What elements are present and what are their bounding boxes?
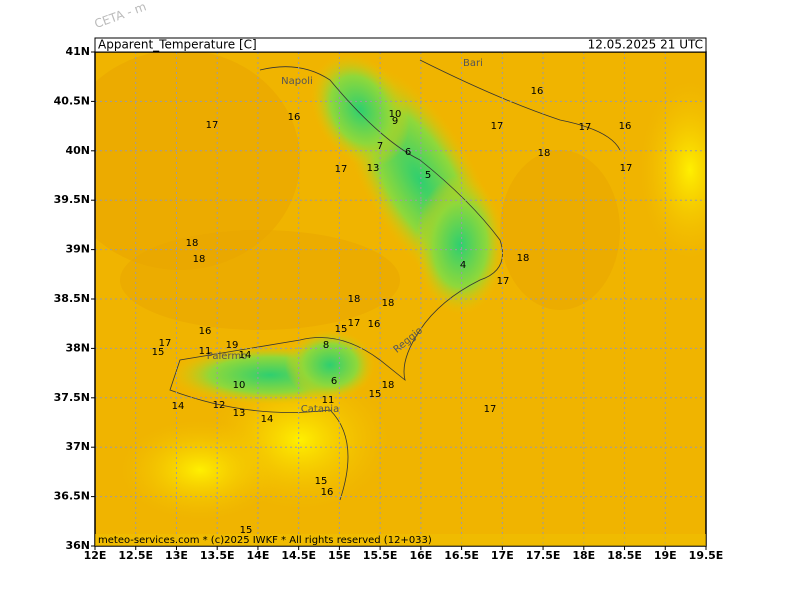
contour-label: 18: [193, 254, 206, 265]
contour-label: 12: [213, 400, 226, 411]
y-tick-label: 39N: [65, 243, 90, 256]
y-tick-label: 41N: [65, 45, 90, 58]
watermark: CETA - m: [92, 0, 148, 31]
contour-label: 17: [206, 120, 219, 131]
x-tick-label: 18.5E: [607, 549, 642, 562]
contour-label: 9: [392, 116, 398, 127]
contour-label: 17: [335, 164, 348, 175]
y-tick-label: 40.5N: [54, 94, 90, 107]
footer-bar: [95, 534, 706, 546]
contour-label: 5: [425, 170, 431, 181]
contour-label: 14: [261, 414, 274, 425]
contour-label: 14: [172, 401, 185, 412]
contour-label: 18: [382, 298, 395, 309]
x-tick-label: 15E: [328, 549, 351, 562]
contour-label: 15: [335, 324, 348, 335]
contour-label: 16: [531, 86, 544, 97]
contour-label: 18: [382, 380, 395, 391]
contour-label: 13: [233, 408, 246, 419]
contour-label: 7: [377, 141, 383, 152]
footer: meteo-services.com * (c)2025 IWKF * All …: [98, 535, 432, 546]
x-tick-label: 16.5E: [444, 549, 479, 562]
city-label: Palermo: [207, 351, 247, 362]
y-tick-label: 36.5N: [54, 490, 90, 503]
contour-label: 16: [368, 319, 381, 330]
contour-label: 17: [159, 338, 172, 349]
contour-label: 11: [322, 395, 335, 406]
contour-label: 15: [315, 476, 328, 487]
y-tick-label: 39.5N: [54, 193, 90, 206]
contour-label: 16: [619, 121, 632, 132]
x-tick-label: 17E: [491, 549, 514, 562]
x-tick-label: 13.5E: [200, 549, 235, 562]
contour-label: 18: [538, 148, 551, 159]
contour-label: 18: [348, 294, 361, 305]
valid-time: 12.05.2025 21 UTC: [588, 38, 703, 52]
contour-label: 17: [579, 122, 592, 133]
x-tick-label: 13E: [165, 549, 188, 562]
contour-label: 17: [620, 163, 633, 174]
contour-label: 17: [484, 404, 497, 415]
contour-label: 10: [233, 380, 246, 391]
contour-label: 18: [186, 238, 199, 249]
contour-label: 13: [367, 163, 380, 174]
city-label: Napoli: [281, 76, 313, 87]
contour-label: 6: [331, 376, 337, 387]
contour-label: 15: [369, 389, 382, 400]
y-tick-label: 37.5N: [54, 391, 90, 404]
x-tick-label: 15.5E: [363, 549, 398, 562]
x-tick-label: 12.5E: [118, 549, 153, 562]
contour-label: 17: [491, 121, 504, 132]
y-tick-label: 40N: [65, 144, 90, 157]
city-label: Catania: [301, 404, 339, 415]
y-tick-label: 37N: [65, 440, 90, 453]
contour-label: 16: [321, 487, 334, 498]
x-tick-label: 14E: [247, 549, 270, 562]
contour-label: 11: [199, 346, 212, 357]
contour-label: 8: [323, 340, 329, 351]
y-tick-label: 38N: [65, 341, 90, 354]
x-tick-label: 17.5E: [526, 549, 561, 562]
contour-label: 17: [348, 318, 361, 329]
city-label: Bari: [463, 58, 483, 69]
contour-label: 15: [240, 525, 253, 536]
contour-label: 18: [517, 253, 530, 264]
contour-label: 14: [239, 350, 252, 361]
x-tick-label: 19.5E: [689, 549, 724, 562]
contour-label: 19: [226, 340, 239, 351]
contour-label: 16: [288, 112, 301, 123]
y-tick-label: 36N: [65, 539, 90, 552]
x-tick-label: 12E: [84, 549, 107, 562]
contour-label: 15: [152, 347, 165, 358]
title: Apparent_Temperature [C]: [98, 38, 257, 52]
contour-label: 10: [389, 109, 402, 120]
x-tick-label: 16E: [409, 549, 432, 562]
title-bar: [94, 37, 707, 53]
x-tick-label: 19E: [654, 549, 677, 562]
contour-label: 4: [460, 260, 466, 271]
y-tick-label: 38.5N: [54, 292, 90, 305]
contour-label: 6: [405, 147, 411, 158]
x-tick-label: 18E: [572, 549, 595, 562]
x-tick-label: 14.5E: [281, 549, 316, 562]
contour-label: 16: [199, 326, 212, 337]
contour-label: 17: [497, 276, 510, 287]
